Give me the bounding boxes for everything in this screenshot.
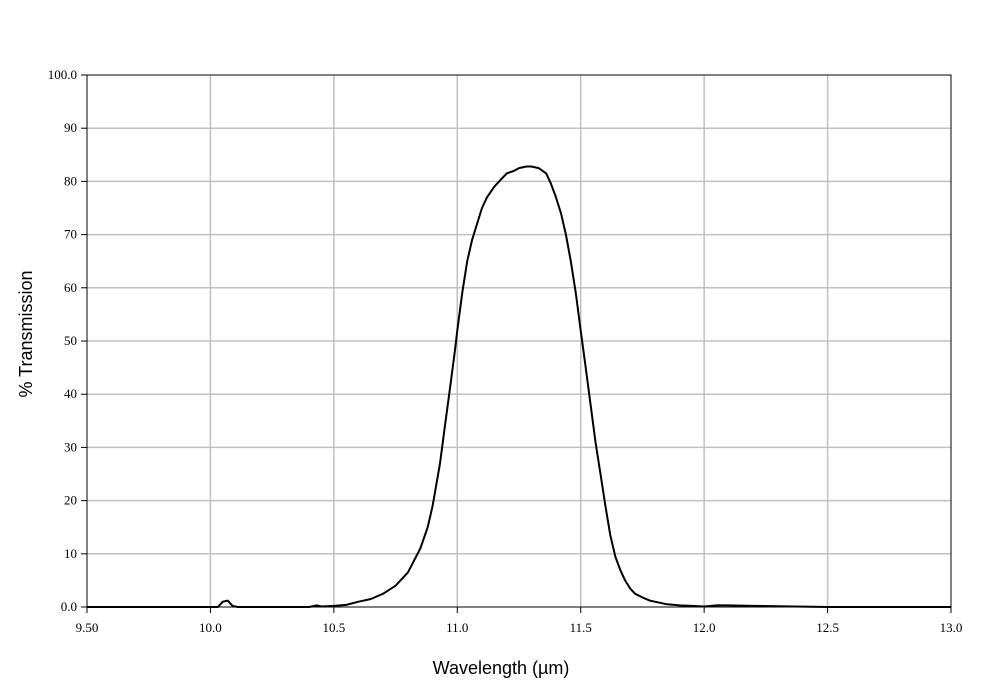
y-tick-label: 90: [64, 120, 77, 135]
x-tick-label: 10.5: [322, 620, 345, 635]
y-tick-label: 50: [64, 333, 77, 348]
grid-lines: [87, 75, 951, 607]
x-tick-label: 12.0: [693, 620, 716, 635]
y-tick-label: 100.0: [48, 67, 77, 82]
y-tick-label: 30: [64, 439, 77, 454]
x-tick-label: 12.5: [816, 620, 839, 635]
y-tick-label: 0.0: [61, 599, 77, 614]
y-tick-label: 40: [64, 386, 77, 401]
y-tick-label: 60: [64, 280, 77, 295]
x-tick-label: 11.5: [570, 620, 592, 635]
x-tick-labels: 9.50 10.0 10.5 11.0 11.5 12.0 12.5 13.0: [76, 620, 963, 635]
series-group: [87, 165, 951, 608]
x-tick-label: 11.0: [446, 620, 468, 635]
y-tick-label: 80: [64, 173, 77, 188]
y-tick-label: 20: [64, 493, 77, 508]
transmission-curve: [87, 165, 951, 608]
x-tick-label: 13.0: [940, 620, 963, 635]
y-axis-title: % Transmission: [16, 270, 36, 397]
x-tick-label: 10.0: [199, 620, 222, 635]
y-tick-label: 10: [64, 546, 77, 561]
x-tick-label: 9.50: [76, 620, 99, 635]
y-tick-labels: 0.0 10 20 30 40 50 60 70 80 90 100.0: [48, 67, 77, 614]
x-axis-title: Wavelength (µm): [433, 658, 570, 678]
axis-ticks: [81, 74, 952, 613]
y-tick-label: 70: [64, 227, 77, 242]
